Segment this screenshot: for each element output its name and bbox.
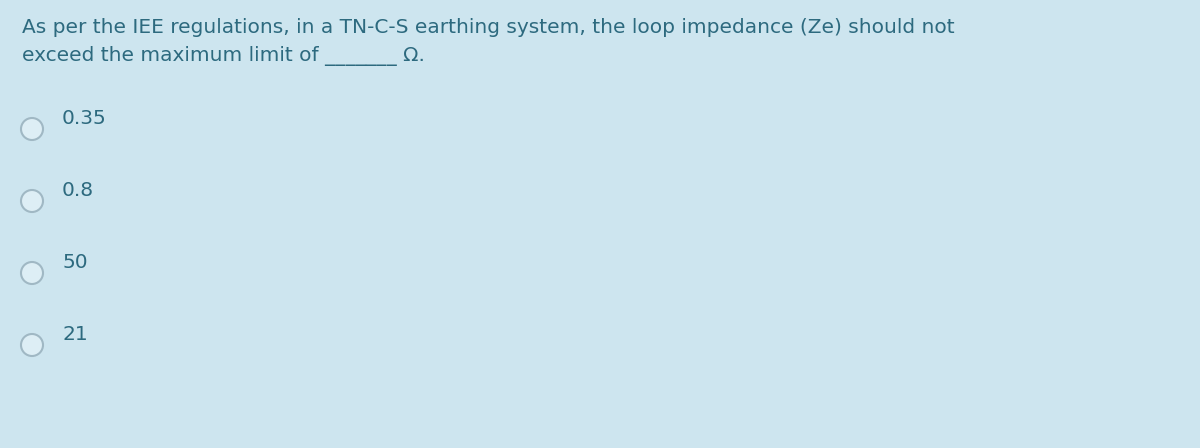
Text: 0.35: 0.35: [62, 108, 107, 128]
Ellipse shape: [22, 262, 43, 284]
Ellipse shape: [22, 190, 43, 212]
Ellipse shape: [22, 334, 43, 356]
Text: As per the IEE regulations, in a TN-C-S earthing system, the loop impedance (Ze): As per the IEE regulations, in a TN-C-S …: [22, 18, 955, 37]
Ellipse shape: [22, 118, 43, 140]
Text: 0.8: 0.8: [62, 181, 94, 199]
Text: exceed the maximum limit of _______ Ω.: exceed the maximum limit of _______ Ω.: [22, 46, 425, 66]
Text: 21: 21: [62, 324, 88, 344]
Text: 50: 50: [62, 253, 88, 271]
